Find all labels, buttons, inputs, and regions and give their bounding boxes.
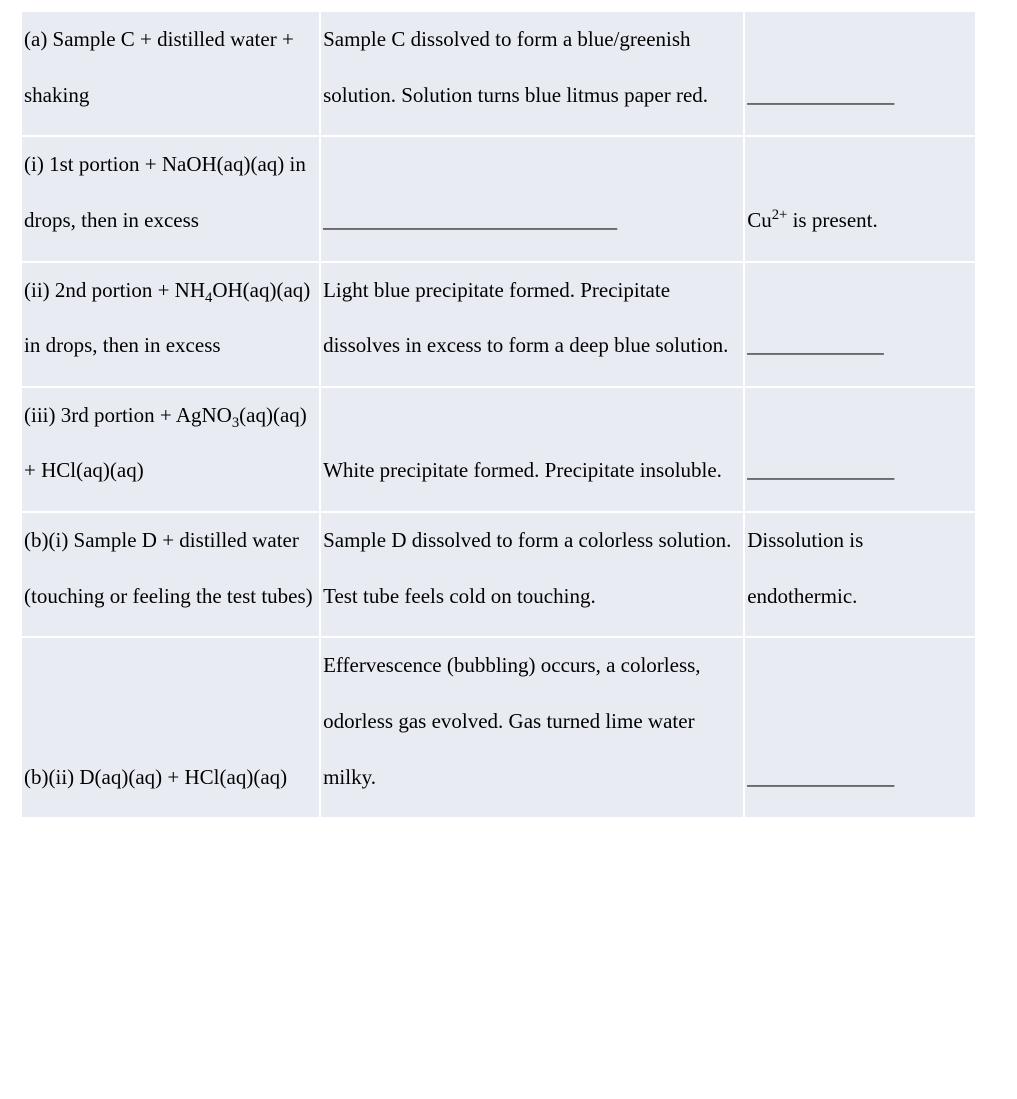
inference-cell: Cu2+ is present. [745,137,975,260]
observation-cell: Light blue precipitate formed. Precipita… [321,263,743,386]
test-cell: (ii) 2nd portion + NH4OH(aq)(aq) in drop… [22,263,319,386]
observation-cell: Sample D dissolved to form a colorless s… [321,513,743,636]
table-row: (b)(i) Sample D + distilled water (touch… [22,513,975,636]
test-cell: (b)(ii) D(aq)(aq) + HCl(aq)(aq) [22,638,319,817]
chemistry-observation-table: (a) Sample C + distilled water + shaking… [20,10,977,819]
inference-cell: ______________ [745,388,975,511]
test-cell: (b)(i) Sample D + distilled water (touch… [22,513,319,636]
test-cell: (a) Sample C + distilled water + shaking [22,12,319,135]
table-row: (a) Sample C + distilled water + shaking… [22,12,975,135]
test-cell: (iii) 3rd portion + AgNO3(aq)(aq) + HCl(… [22,388,319,511]
observation-cell: Effervescence (bubbling) occurs, a color… [321,638,743,817]
table-row: (i) 1st portion + NaOH(aq)(aq) in drops,… [22,137,975,260]
test-cell: (i) 1st portion + NaOH(aq)(aq) in drops,… [22,137,319,260]
observation-cell: ____________________________ [321,137,743,260]
table-row: (b)(ii) D(aq)(aq) + HCl(aq)(aq) Efferves… [22,638,975,817]
observation-cell: Sample C dissolved to form a blue/greeni… [321,12,743,135]
table-row: (iii) 3rd portion + AgNO3(aq)(aq) + HCl(… [22,388,975,511]
table-body: (a) Sample C + distilled water + shaking… [22,12,975,817]
inference-cell: _____________ [745,263,975,386]
inference-cell: ______________ [745,12,975,135]
observation-cell: White precipitate formed. Precipitate in… [321,388,743,511]
inference-cell: Dissolution is endothermic. [745,513,975,636]
table-row: (ii) 2nd portion + NH4OH(aq)(aq) in drop… [22,263,975,386]
inference-cell: ______________ [745,638,975,817]
